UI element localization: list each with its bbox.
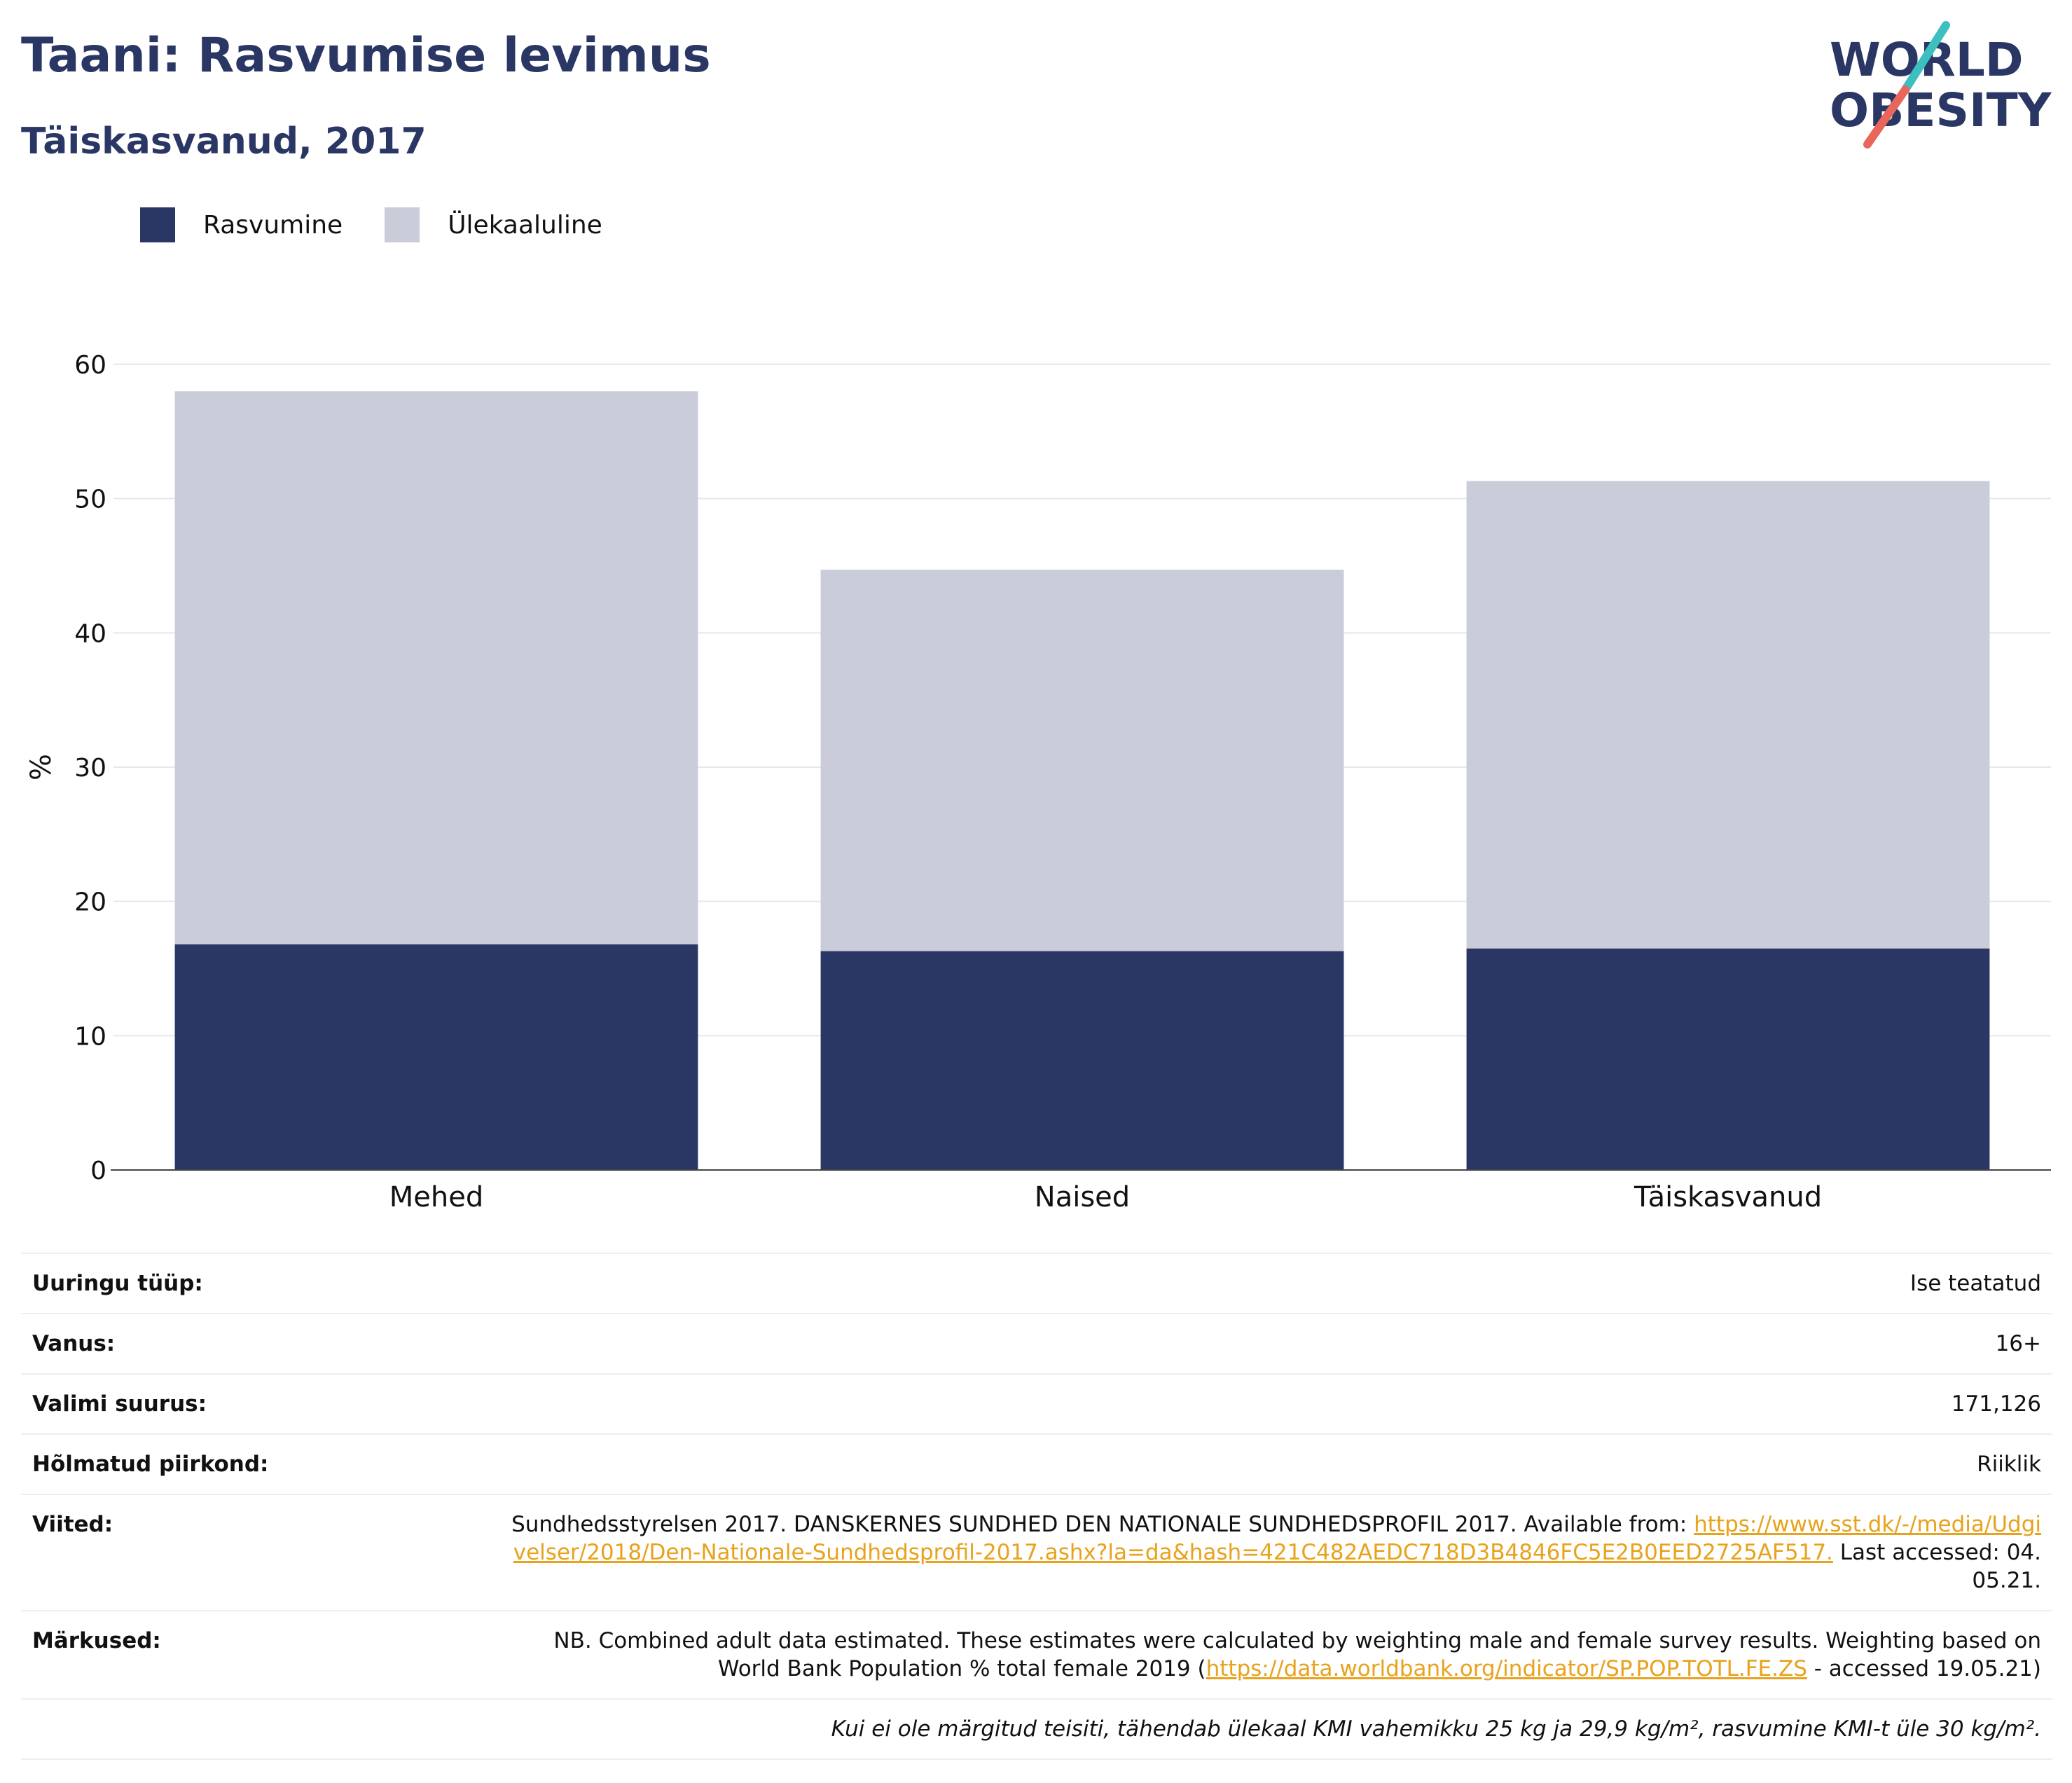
info-row-age: Vanus: 16+ [21,1313,2052,1373]
info-value: NB. Combined adult data estimated. These… [500,1627,2041,1683]
chart-legend: Rasvumine Ülekaaluline [140,207,644,242]
reference-link[interactable]: https://www.sst.dk/-/media/Udgivelser/20… [513,1512,2041,1565]
notes-accessed: - accessed 19.05.21) [1807,1656,2041,1681]
chart-title: Taani: Rasvumise levimus [21,28,711,83]
bar-obesity [1466,948,1990,1170]
info-row-notes: Märkused: NB. Combined adult data estima… [21,1610,2052,1698]
x-tick-label: Täiskasvanud [1634,1181,1822,1213]
legend-swatch-overweight [385,207,420,242]
bar-overweight [174,391,698,944]
info-value: Ise teatatud [1909,1271,2041,1296]
info-label: Märkused: [32,1628,161,1653]
info-row-survey-type: Uuringu tüüp: Ise teatatud [21,1253,2052,1313]
logo-slash-coral [1863,85,1909,149]
x-tick-label: Mehed [389,1181,483,1213]
y-tick-label: 60 [74,351,106,380]
y-tick-label: 10 [74,1022,106,1051]
y-tick-label: 20 [74,888,106,917]
logo-word-2: OBESITY [1830,83,2052,137]
info-value: 171,126 [1951,1391,2041,1417]
info-label: Vanus: [32,1331,116,1356]
chart-subtitle: Täiskasvanud, 2017 [21,121,427,163]
info-label: Valimi suurus: [32,1391,207,1417]
info-table: Uuringu tüüp: Ise teatatud Vanus: 16+ Va… [21,1253,2052,1760]
legend-label-obesity: Rasvumine [203,210,343,240]
bar-overweight [820,570,1344,951]
stacked-bar-chart: 0 10 20 30 40 50 60% Mehed Naised Täiskasvanud [25,351,2051,1213]
notes-text: NB. Combined adult data estimated. These… [553,1628,2041,1681]
reference-text: Sundhedsstyrelsen 2017. DANSKERNES SUNDH… [511,1512,1694,1537]
x-tick-label: Naised [1035,1181,1130,1213]
info-label: Viited: [32,1512,113,1537]
y-tick-label: 40 [74,619,106,648]
info-value: 16+ [1995,1331,2041,1356]
bar-obesity [820,951,1344,1170]
logo-slash-teal [1901,21,1950,94]
info-row-area: Hõlmatud piirkond: Riiklik [21,1433,2052,1494]
legend-swatch-obesity [140,207,175,242]
footnote: Kui ei ole märgitud teisiti, tähendab ül… [831,1716,2041,1742]
info-row-sample-size: Valimi suurus: 171,126 [21,1373,2052,1433]
info-row-references: Viited: Sundhedsstyrelsen 2017. DANSKERN… [21,1494,2052,1610]
reference-accessed: Last accessed: 04.05.21. [1832,1540,2041,1593]
bar-overweight [1466,481,1990,949]
y-tick-label: 50 [74,486,106,514]
y-axis-label: % [25,754,57,780]
bar-obesity [174,944,698,1170]
notes-link[interactable]: https://data.worldbank.org/indicator/SP.… [1206,1656,1807,1681]
info-label: Uuringu tüüp: [32,1271,203,1296]
info-row-footnote: Kui ei ole märgitud teisiti, tähendab ül… [21,1698,2052,1760]
info-value: Riiklik [1977,1452,2041,1477]
info-label: Hõlmatud piirkond: [32,1452,269,1477]
world-obesity-logo: WORLD OBESITY [1830,21,2052,149]
legend-label-overweight: Ülekaaluline [448,210,602,240]
y-tick-label: 0 [90,1157,106,1185]
info-value: Sundhedsstyrelsen 2017. DANSKERNES SUNDH… [500,1510,2041,1595]
y-tick-label: 30 [74,754,106,783]
